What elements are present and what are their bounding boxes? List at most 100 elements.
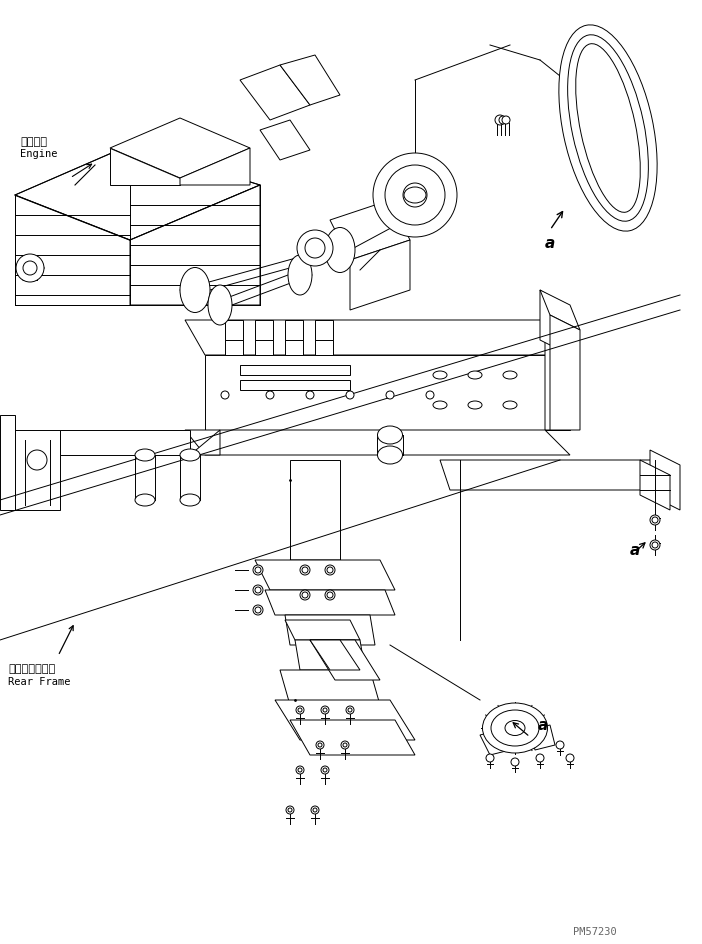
Polygon shape	[255, 560, 395, 590]
Circle shape	[341, 741, 349, 749]
Polygon shape	[290, 720, 415, 755]
Circle shape	[403, 183, 427, 207]
Ellipse shape	[135, 449, 155, 461]
Circle shape	[323, 708, 327, 712]
Text: Engine: Engine	[20, 149, 58, 159]
Circle shape	[16, 254, 44, 282]
Polygon shape	[275, 700, 415, 740]
Circle shape	[298, 768, 302, 772]
Circle shape	[318, 743, 322, 747]
Polygon shape	[330, 200, 410, 260]
Polygon shape	[285, 320, 303, 340]
Polygon shape	[285, 620, 360, 640]
Circle shape	[325, 590, 335, 600]
Ellipse shape	[404, 187, 426, 203]
Ellipse shape	[491, 710, 539, 746]
Circle shape	[288, 808, 292, 812]
Circle shape	[298, 708, 302, 712]
Circle shape	[255, 607, 261, 613]
Circle shape	[327, 567, 333, 573]
Circle shape	[346, 391, 354, 399]
Circle shape	[302, 567, 308, 573]
Polygon shape	[480, 730, 510, 755]
Circle shape	[499, 116, 507, 124]
Circle shape	[255, 567, 261, 573]
Ellipse shape	[576, 43, 640, 212]
Polygon shape	[255, 320, 273, 340]
Ellipse shape	[505, 720, 525, 735]
Text: a: a	[538, 718, 548, 733]
Circle shape	[652, 542, 658, 548]
Ellipse shape	[180, 449, 200, 461]
Ellipse shape	[468, 371, 482, 379]
Circle shape	[321, 706, 329, 714]
Circle shape	[502, 116, 510, 124]
Circle shape	[343, 743, 347, 747]
Polygon shape	[15, 430, 60, 510]
Text: a: a	[545, 236, 555, 251]
Polygon shape	[260, 120, 310, 160]
Circle shape	[321, 766, 329, 774]
Ellipse shape	[288, 255, 312, 295]
Text: エンジン: エンジン	[20, 137, 47, 147]
Ellipse shape	[559, 25, 657, 231]
Polygon shape	[265, 590, 395, 615]
Polygon shape	[310, 640, 380, 680]
Ellipse shape	[180, 494, 200, 506]
Ellipse shape	[378, 446, 402, 464]
Polygon shape	[350, 240, 410, 310]
Circle shape	[511, 758, 519, 766]
Polygon shape	[225, 340, 243, 355]
Circle shape	[306, 391, 314, 399]
Circle shape	[300, 565, 310, 575]
Polygon shape	[185, 320, 570, 355]
Polygon shape	[285, 615, 375, 645]
Circle shape	[27, 450, 47, 470]
Polygon shape	[540, 290, 570, 355]
Circle shape	[348, 708, 352, 712]
Ellipse shape	[503, 371, 517, 379]
Circle shape	[221, 391, 229, 399]
Circle shape	[426, 391, 434, 399]
Polygon shape	[0, 415, 15, 510]
Polygon shape	[25, 440, 50, 505]
Circle shape	[373, 153, 457, 237]
Ellipse shape	[378, 426, 402, 444]
Polygon shape	[240, 65, 310, 120]
Polygon shape	[180, 148, 250, 185]
Circle shape	[296, 766, 304, 774]
Ellipse shape	[325, 228, 355, 273]
Polygon shape	[110, 148, 180, 185]
Polygon shape	[440, 460, 670, 490]
Circle shape	[325, 565, 335, 575]
Text: a: a	[630, 543, 640, 558]
Polygon shape	[185, 430, 570, 455]
Polygon shape	[285, 340, 303, 355]
Polygon shape	[110, 118, 250, 178]
Circle shape	[486, 754, 494, 762]
Polygon shape	[15, 195, 130, 305]
Circle shape	[566, 754, 574, 762]
Polygon shape	[545, 320, 570, 430]
Polygon shape	[255, 340, 273, 355]
Ellipse shape	[433, 401, 447, 409]
Polygon shape	[60, 430, 190, 455]
Polygon shape	[315, 320, 333, 340]
Circle shape	[316, 741, 324, 749]
Ellipse shape	[135, 494, 155, 506]
Circle shape	[650, 515, 660, 525]
Circle shape	[495, 115, 505, 125]
Polygon shape	[540, 290, 580, 330]
Circle shape	[296, 706, 304, 714]
Polygon shape	[650, 450, 680, 510]
Polygon shape	[280, 670, 380, 705]
Ellipse shape	[503, 401, 517, 409]
Ellipse shape	[208, 285, 232, 325]
Circle shape	[323, 768, 327, 772]
Text: リヤーフレーム: リヤーフレーム	[8, 664, 55, 674]
Circle shape	[253, 565, 263, 575]
Circle shape	[386, 391, 394, 399]
Circle shape	[23, 261, 37, 275]
Circle shape	[253, 585, 263, 595]
Circle shape	[305, 238, 325, 258]
